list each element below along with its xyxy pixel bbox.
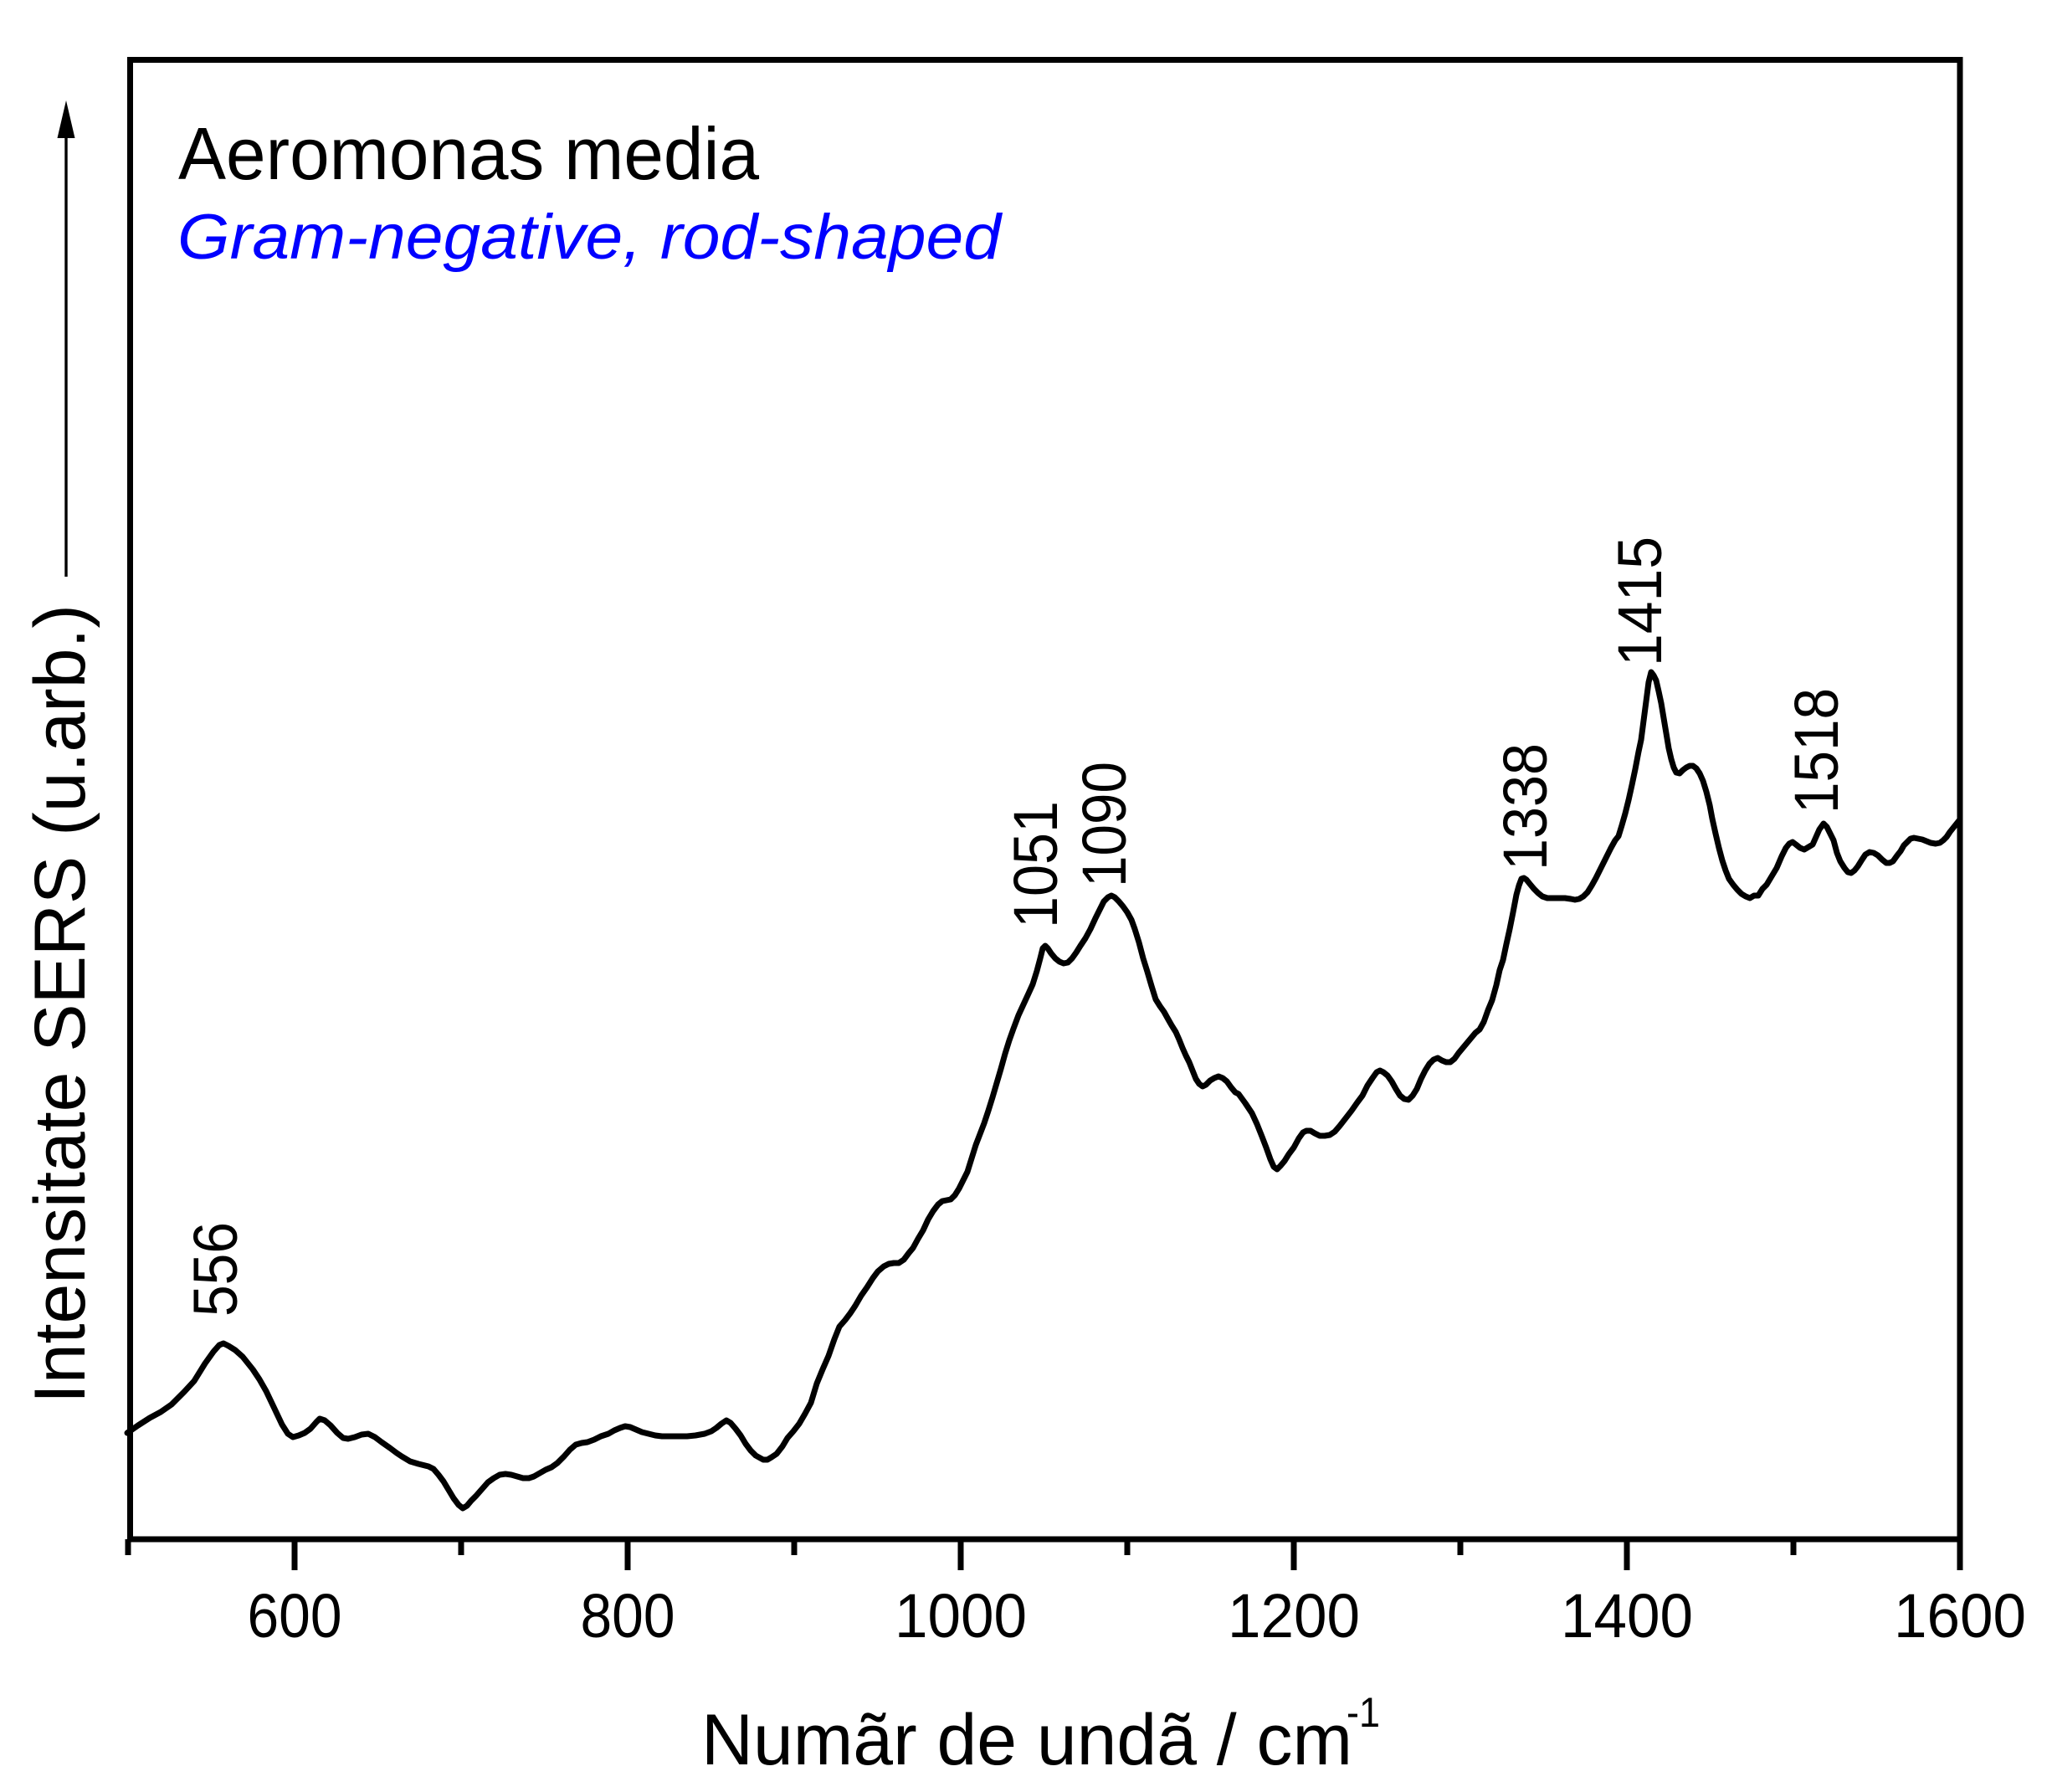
svg-text:Aeromonas media: Aeromonas media xyxy=(178,112,759,195)
svg-text:600: 600 xyxy=(248,1581,342,1651)
svg-text:1600: 1600 xyxy=(1894,1581,2026,1651)
svg-text:1051: 1051 xyxy=(1001,801,1070,928)
svg-text:800: 800 xyxy=(581,1581,675,1651)
svg-text:1200: 1200 xyxy=(1228,1581,1360,1651)
svg-text:1090: 1090 xyxy=(1070,762,1139,887)
svg-text:-1: -1 xyxy=(1347,1689,1380,1736)
svg-text:1338: 1338 xyxy=(1490,743,1560,870)
svg-text:Numãr de undã / cm: Numãr de undã / cm xyxy=(701,1700,1352,1780)
svg-text:Gram-negative, rod-shaped: Gram-negative, rod-shaped xyxy=(177,202,1003,273)
svg-text:1400: 1400 xyxy=(1561,1581,1693,1651)
svg-text:556: 556 xyxy=(181,1222,250,1317)
svg-text:1000: 1000 xyxy=(895,1581,1027,1651)
svg-text:1518: 1518 xyxy=(1782,688,1851,814)
svg-text:Intensitate SERS (u.arb.): Intensitate SERS (u.arb.) xyxy=(20,604,100,1404)
svg-text:1415: 1415 xyxy=(1605,537,1675,666)
